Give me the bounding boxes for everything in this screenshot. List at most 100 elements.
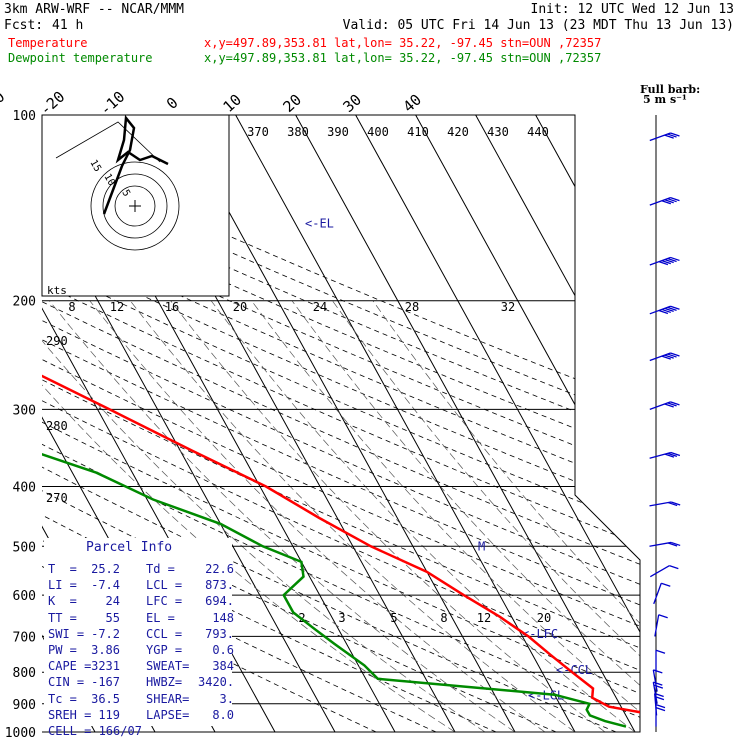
isentrope-label: 440 bbox=[527, 125, 549, 139]
parcel-k1: Tc = bbox=[48, 691, 77, 706]
parcel-info-panel: Parcel Info T = 25.2 Td = 22.6 LI = -7.4 LCL =… bbox=[44, 538, 235, 738]
hodograph-speed-label: 20 bbox=[233, 300, 247, 314]
pressure-tick-label: 300 bbox=[13, 403, 36, 418]
parcel-v1: -7.2 bbox=[91, 626, 120, 641]
wind-barb-flag bbox=[653, 669, 663, 674]
parcel-info-row: CAPE = 3231 SWEAT= 384 bbox=[48, 659, 234, 675]
parcel-info-row: TT = 55 EL = 148 bbox=[48, 610, 234, 627]
isentrope-label: 420 bbox=[447, 125, 469, 139]
hodograph-trace bbox=[102, 114, 169, 215]
parcel-k2: Td = bbox=[146, 562, 175, 576]
parcel-v1: 119 bbox=[98, 707, 120, 722]
isentrope-label: 290 bbox=[46, 334, 68, 348]
wind-barb bbox=[649, 197, 671, 206]
wind-barb-flag bbox=[664, 258, 674, 264]
pressure-tick-label: 800 bbox=[13, 666, 36, 681]
wind-barb-flag bbox=[653, 684, 664, 689]
parcel-v2: 384 bbox=[212, 659, 234, 674]
isentrope-label: 430 bbox=[487, 125, 509, 139]
parcel-v2: 0.6 bbox=[212, 643, 234, 657]
parcel-info-row: SREH = 119 LAPSE= 8.0 bbox=[48, 707, 234, 724]
dry-adiabat bbox=[42, 115, 640, 732]
wind-barb-flag bbox=[667, 306, 677, 311]
wind-barb bbox=[653, 583, 662, 605]
parcel-info-row: K = 24 LFC = 694. bbox=[48, 594, 234, 610]
pressure-tick-label: 200 bbox=[13, 295, 36, 310]
temperature-legend: Temperature bbox=[8, 36, 88, 50]
pressure-tick-label: 900 bbox=[13, 698, 36, 713]
parcel-k1: T = bbox=[48, 562, 77, 576]
wind-barb-flag bbox=[670, 197, 680, 202]
barb-legend: Full barb: bbox=[640, 83, 700, 96]
wind-barb-flag bbox=[664, 453, 675, 458]
hodograph-ring-label: 5 bbox=[119, 188, 132, 199]
wind-barb bbox=[652, 669, 658, 692]
wind-barb-flag bbox=[667, 452, 678, 457]
wind-barb-flag bbox=[658, 261, 669, 266]
isotherm-label: 40 bbox=[400, 91, 425, 116]
wind-barb-flag bbox=[670, 501, 681, 506]
barb-legend-unit: 5 m s⁻¹ bbox=[643, 93, 687, 106]
parcel-k2: CCL = bbox=[146, 626, 183, 641]
wind-barb-flag bbox=[664, 307, 674, 313]
parcel-v2: 8.0 bbox=[212, 707, 234, 722]
parcel-k2: YGP = bbox=[146, 643, 183, 657]
parcel-v2: 793. bbox=[205, 626, 234, 641]
dewpoint-line bbox=[42, 115, 627, 728]
parcel-k1: TT = bbox=[48, 610, 77, 625]
plot-frame bbox=[42, 114, 641, 733]
wind-barb-flag bbox=[670, 401, 680, 406]
wind-barb-flag bbox=[653, 681, 663, 686]
isotherm bbox=[175, 115, 516, 732]
parcel-v1: 24 bbox=[105, 594, 120, 609]
wind-barb-flag bbox=[655, 707, 666, 712]
parcel-k2: EL = bbox=[146, 610, 175, 625]
parcel-k1: K = bbox=[48, 594, 77, 609]
hodograph-ring-label: 10 bbox=[101, 172, 117, 188]
parcel-v2: 22.6 bbox=[205, 562, 234, 576]
isentrope-label: 280 bbox=[46, 419, 68, 433]
dry-adiabat bbox=[42, 115, 640, 732]
wind-barb-flag bbox=[664, 199, 674, 204]
parcel-info-row: LI = -7.4 LCL = 873. bbox=[48, 578, 234, 594]
wind-barb-flag bbox=[661, 308, 671, 314]
isotherm bbox=[535, 115, 640, 732]
hodograph-ring bbox=[102, 173, 168, 239]
wind-barb-flag bbox=[670, 541, 681, 547]
isotherm-label: 10 bbox=[220, 91, 245, 116]
mixing-ratio-label: 3 bbox=[338, 611, 345, 625]
parcel-v1: 3231 bbox=[91, 659, 120, 674]
parcel-info-row: T = 25.2 Td = 22.6 bbox=[48, 562, 234, 578]
dewpoint-location: x,y=497.89,353.81 lat,lon= 35.22, -97.45… bbox=[204, 51, 602, 65]
temperature-location: x,y=497.89,353.81 lat,lon= 35.22, -97.45… bbox=[204, 36, 602, 50]
wind-barb-flag bbox=[667, 402, 677, 407]
mixing-ratio-label: 8 bbox=[440, 611, 447, 625]
hodograph-ring-label: 15 bbox=[87, 158, 103, 174]
wind-barb-flag bbox=[669, 565, 679, 570]
wind-barb bbox=[649, 132, 671, 142]
forecast-label: Fcst: bbox=[4, 18, 44, 33]
wind-barb bbox=[649, 501, 672, 507]
parcel-k1: PW = bbox=[48, 643, 77, 657]
isentrope-label: 410 bbox=[407, 125, 429, 139]
parcel-v2: 3420. bbox=[198, 675, 235, 690]
wind-barb-flag bbox=[667, 198, 677, 203]
parcel-k2: SWEAT= bbox=[146, 659, 190, 674]
wind-barb-flag bbox=[655, 703, 666, 709]
dry-adiabat bbox=[42, 115, 640, 732]
isentrope-label: 380 bbox=[287, 125, 309, 139]
isotherm-label: 20 bbox=[280, 91, 305, 116]
parcel-k2: LAPSE= bbox=[146, 707, 190, 722]
wind-barb-flag bbox=[667, 501, 678, 507]
isentrope-label: 390 bbox=[327, 125, 349, 139]
model-title: 3km ARW-WRF -- NCAR/MMM bbox=[4, 2, 185, 17]
parcel-v1: 55 bbox=[105, 610, 120, 625]
hodograph-sector bbox=[55, 121, 161, 163]
wind-barb-flag bbox=[670, 305, 680, 310]
mixing-ratio-label: 20 bbox=[537, 611, 551, 625]
wind-barb-flag bbox=[667, 542, 678, 547]
parcel-k2: LFC = bbox=[146, 594, 183, 609]
wind-barb-flag bbox=[664, 134, 674, 139]
hodograph-speed-label: 16 bbox=[165, 300, 179, 314]
wind-barb bbox=[649, 541, 672, 547]
